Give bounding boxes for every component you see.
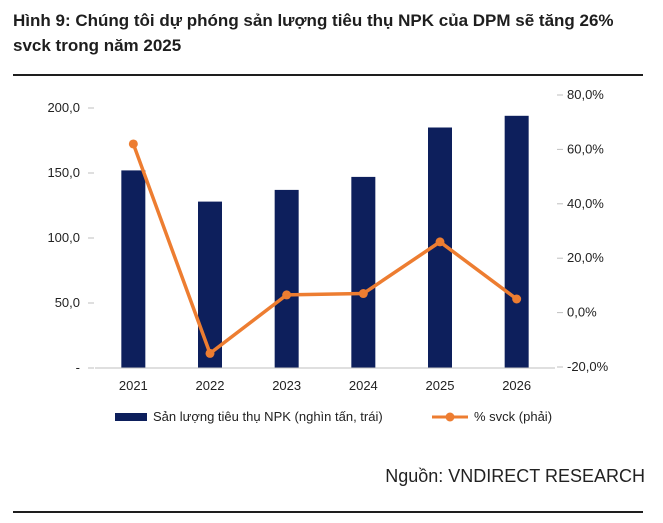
source-note: Nguồn: VNDIRECT RESEARCH [385,466,645,486]
x-axis-tick-label: 2023 [272,378,301,393]
x-axis-tick-label: 2024 [349,378,378,393]
line-point-2025 [435,237,445,247]
x-axis: 2021 2022 2023 2024 2025 2026 [119,378,531,393]
right-axis-tick-label: 0,0% [567,305,597,320]
figure-title: Hình 9: Chúng tôi dự phóng sản lượng tiê… [13,11,614,55]
right-axis-tick-label: -20,0% [567,359,609,374]
line-point-2026 [512,294,522,304]
bottom-divider [13,511,643,513]
right-axis-tick-label: 60,0% [567,141,604,156]
legend-swatch-bar [115,413,147,421]
legend-label-line: % svck (phải) [474,409,552,424]
line-series-path [131,143,518,356]
x-axis-tick-label: 2026 [502,378,531,393]
bar-2021 [121,170,146,368]
x-axis-tick-label: 2022 [196,378,225,393]
left-axis-tick-label: 100,0 [47,230,80,245]
line-point-2022 [205,348,215,358]
line-point-2024 [358,289,368,299]
line-point-2021 [128,139,138,149]
bar-2024 [351,176,376,368]
legend-label-bar: Sản lượng tiêu thụ NPK (nghìn tấn, trái) [153,409,383,424]
bar-2026 [504,115,529,368]
bar-2022 [198,201,222,368]
legend: Sản lượng tiêu thụ NPK (nghìn tấn, trái)… [115,409,552,424]
x-axis-tick-label: 2025 [426,378,455,393]
left-axis-tick-label: 200,0 [47,100,80,115]
left-axis-tick-label: - [76,360,80,375]
left-axis-tick-label: 50,0 [55,295,80,310]
left-axis: - 50,0 100,0 150,0 200,0 [47,100,94,375]
right-axis: -20,0% 0,0% 20,0% 40,0% 60,0% 80,0% [557,87,609,374]
bar-series [121,115,529,368]
line-point-2023 [282,290,292,300]
right-axis-tick-label: 20,0% [567,250,604,265]
left-axis-tick-label: 150,0 [47,165,80,180]
right-axis-tick-label: 40,0% [567,196,604,211]
line-series [128,139,522,358]
bar-2023 [274,189,299,368]
top-divider [13,74,643,76]
right-axis-tick-label: 80,0% [567,87,604,102]
legend-swatch-marker [445,412,455,422]
x-axis-tick-label: 2021 [119,378,148,393]
